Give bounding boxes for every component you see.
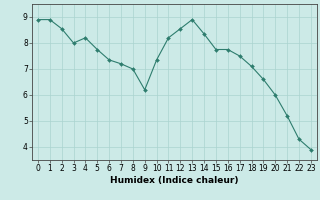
X-axis label: Humidex (Indice chaleur): Humidex (Indice chaleur): [110, 176, 239, 185]
